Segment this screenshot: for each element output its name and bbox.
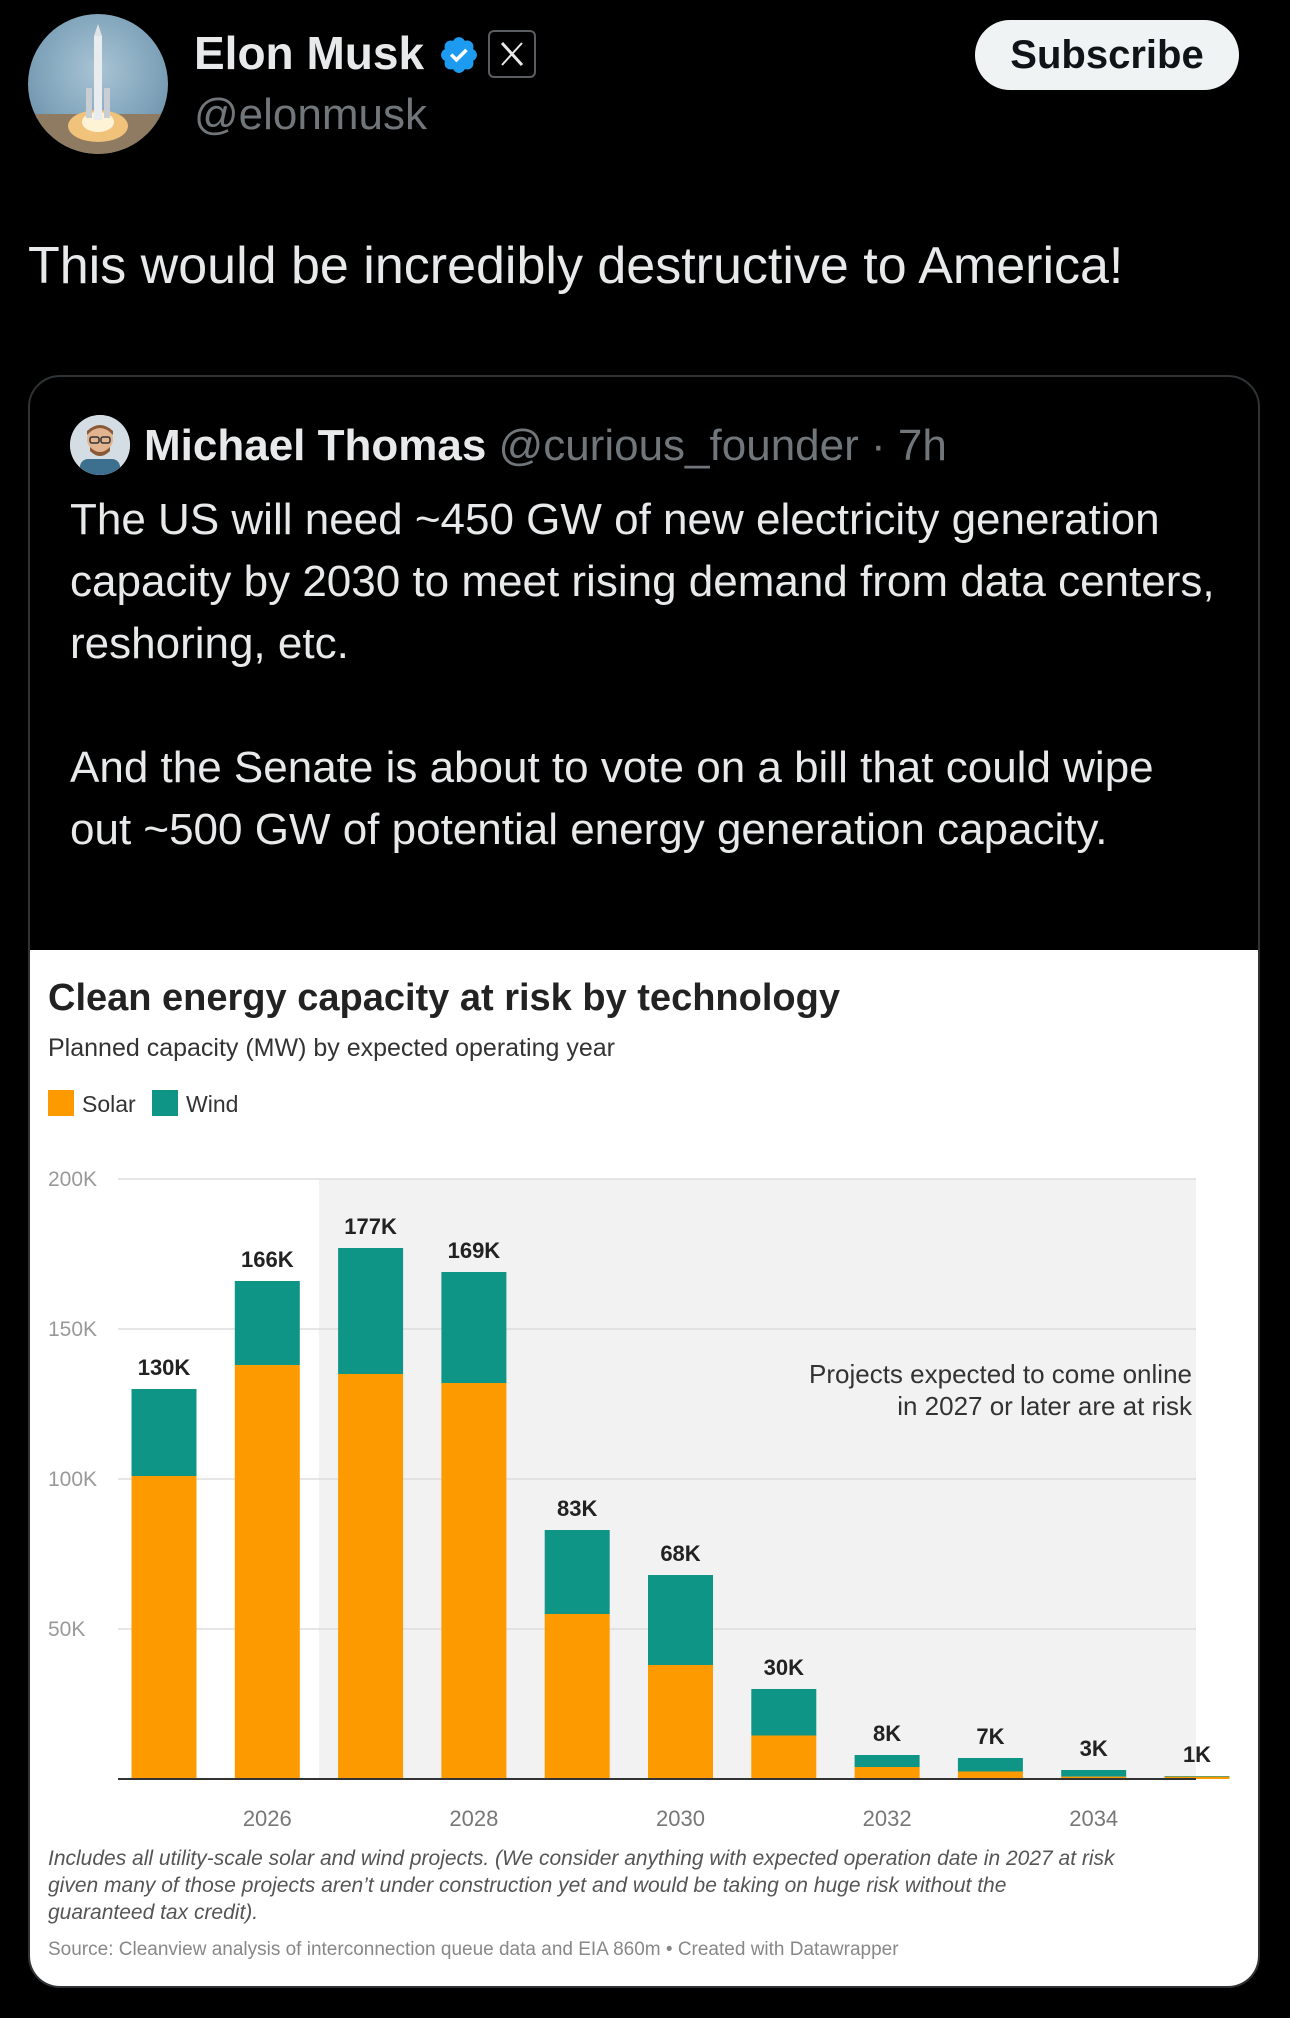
legend-swatch-wind	[152, 1090, 178, 1116]
x-logo-icon	[500, 41, 524, 67]
chart-note-line1: Includes all utility-scale solar and win…	[48, 1847, 1116, 1870]
rocket-launch-icon	[28, 24, 168, 154]
chart-title: Clean energy capacity at risk by technol…	[48, 977, 840, 1019]
chart-legend: Solar Wind	[48, 1090, 238, 1117]
bar-wind	[957, 1758, 1023, 1772]
quoted-author-handle[interactable]: @curious_founder	[498, 421, 859, 470]
bar-total-label: 177K	[344, 1214, 397, 1239]
quoted-tweet-text: The US will need ~450 GW of new electric…	[70, 489, 1220, 861]
chart-subtitle: Planned capacity (MW) by expected operat…	[48, 1034, 615, 1062]
bar-solar	[234, 1365, 300, 1779]
y-tick-label: 100K	[48, 1468, 97, 1491]
bar-solar	[854, 1767, 920, 1779]
chart-bars	[131, 1248, 1230, 1779]
x-tick-label: 2034	[1069, 1806, 1118, 1831]
bar-wind	[338, 1248, 404, 1374]
bar-solar	[338, 1374, 404, 1779]
verified-badge-icon	[441, 37, 477, 73]
bar-total-label: 1K	[1183, 1742, 1211, 1767]
bar-total-label: 68K	[660, 1541, 700, 1566]
quoted-paragraph: And the Senate is about to vote on a bil…	[70, 743, 1154, 854]
x-affiliate-badge	[488, 30, 536, 78]
x-tick-label: 2032	[863, 1806, 912, 1831]
time-separator: ·	[871, 421, 886, 470]
x-tick-label: 2030	[656, 1806, 705, 1831]
legend-label-solar: Solar	[82, 1091, 136, 1117]
person-avatar-icon	[70, 415, 130, 475]
bar-wind	[854, 1755, 920, 1767]
bar-total-label: 3K	[1080, 1736, 1108, 1761]
chart-total-labels: 130K 166K 177K 169K 83K 68K 30K 8K 7K 3K 1K	[138, 1214, 1211, 1767]
y-tick-label: 200K	[48, 1168, 97, 1191]
legend-label-wind: Wind	[186, 1091, 238, 1117]
bar-wind	[751, 1689, 817, 1736]
bar-solar	[751, 1735, 817, 1779]
bar-wind	[648, 1575, 713, 1665]
bar-wind	[544, 1530, 610, 1614]
bar-total-label: 169K	[448, 1238, 501, 1263]
quoted-tweet-time[interactable]: 7h	[897, 421, 947, 470]
bar-wind	[441, 1272, 507, 1383]
chart-annotation-line1: Projects expected to come online	[809, 1359, 1192, 1389]
quoted-tweet-card[interactable]: Michael Thomas @curious_founder · 7h The…	[28, 375, 1260, 1988]
x-tick-label: 2028	[449, 1806, 498, 1831]
quoted-paragraph: The US will need ~450 GW of new electric…	[70, 495, 1215, 668]
bar-solar	[131, 1476, 197, 1779]
bar-solar	[1061, 1776, 1127, 1779]
quoted-author-name[interactable]: Michael Thomas	[144, 421, 487, 470]
author-name[interactable]: Elon Musk	[194, 27, 425, 79]
bar-total-label: 7K	[976, 1724, 1004, 1749]
y-tick-label: 150K	[48, 1318, 97, 1341]
tweet-text: This would be incredibly destructive to …	[28, 237, 1124, 295]
x-tick-label: 2026	[243, 1806, 292, 1831]
bar-total-label: 130K	[138, 1355, 191, 1380]
subscribe-button[interactable]: Subscribe	[975, 20, 1239, 90]
x-axis-tick-labels: 2026 2028 2030 2032 2034	[243, 1806, 1118, 1831]
bar-solar	[648, 1665, 713, 1779]
bar-solar	[544, 1614, 610, 1779]
bar-solar	[1164, 1776, 1230, 1779]
bar-total-label: 166K	[241, 1247, 294, 1272]
chart-note-line2: given many of those projects aren’t unde…	[48, 1874, 1006, 1897]
quoted-author-avatar[interactable]	[70, 415, 130, 475]
bar-total-label: 30K	[764, 1655, 804, 1680]
chart-note-line3: guaranteed tax credit).	[48, 1901, 258, 1924]
chart-source: Source: Cleanview analysis of interconne…	[48, 1939, 899, 1960]
author-avatar[interactable]	[28, 14, 168, 154]
bar-solar	[957, 1771, 1023, 1779]
bar-wind	[1061, 1770, 1127, 1777]
bar-wind	[234, 1281, 300, 1365]
chart-annotation-line2: in 2027 or later are at risk	[897, 1391, 1193, 1421]
stacked-bar-chart: Clean energy capacity at risk by technol…	[48, 977, 1230, 1960]
legend-swatch-solar	[48, 1090, 74, 1116]
chart-image[interactable]: Clean energy capacity at risk by technol…	[30, 950, 1258, 1986]
y-tick-label: 50K	[48, 1618, 85, 1641]
quoted-tweet-header: Michael Thomas @curious_founder · 7h	[144, 421, 947, 471]
bar-total-label: 8K	[873, 1721, 901, 1746]
bar-total-label: 83K	[557, 1496, 597, 1521]
bar-wind	[1164, 1776, 1230, 1777]
bar-wind	[131, 1389, 197, 1476]
bar-solar	[441, 1383, 507, 1779]
author-handle[interactable]: @elonmusk	[194, 90, 427, 139]
